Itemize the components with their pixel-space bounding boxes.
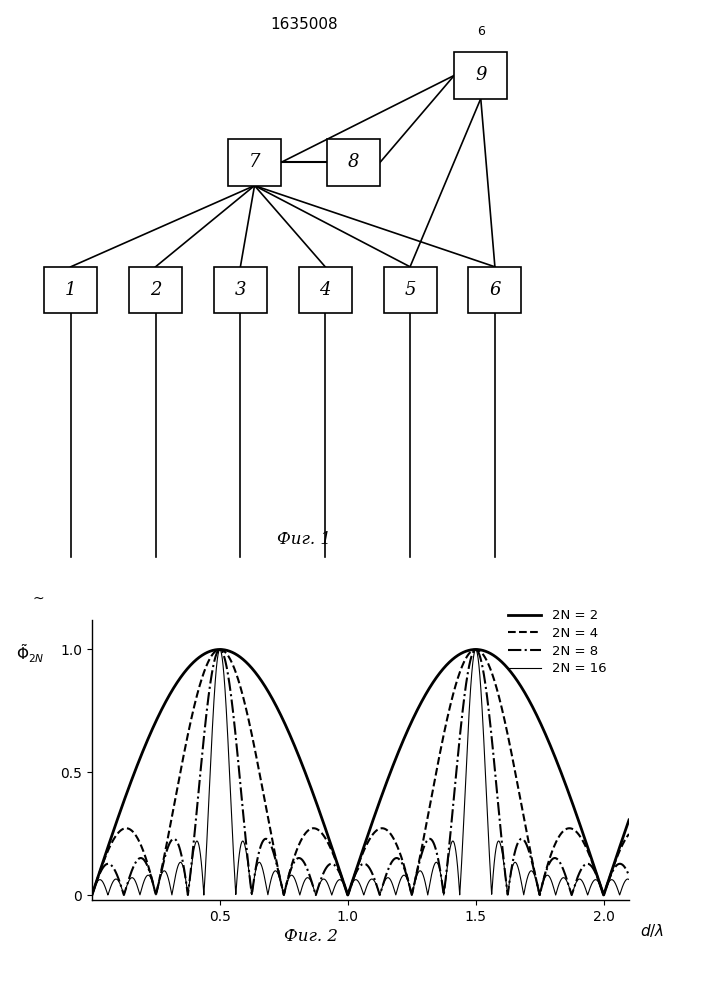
Text: 4: 4 xyxy=(320,281,331,299)
FancyBboxPatch shape xyxy=(327,139,380,186)
Legend: 2N = 2, 2N = 4, 2N = 8, 2N = 16: 2N = 2, 2N = 4, 2N = 8, 2N = 16 xyxy=(503,604,612,681)
Text: 9: 9 xyxy=(475,66,486,84)
Text: 5: 5 xyxy=(404,281,416,299)
FancyBboxPatch shape xyxy=(384,267,436,313)
FancyBboxPatch shape xyxy=(468,267,521,313)
FancyBboxPatch shape xyxy=(44,267,98,313)
Text: 3: 3 xyxy=(235,281,246,299)
Text: Фиг. 2: Фиг. 2 xyxy=(284,928,338,945)
Text: 7: 7 xyxy=(249,153,260,171)
Text: 1: 1 xyxy=(65,281,76,299)
Text: 6: 6 xyxy=(489,281,501,299)
FancyBboxPatch shape xyxy=(214,267,267,313)
Text: 6: 6 xyxy=(477,25,485,38)
Text: Фиг. 1: Фиг. 1 xyxy=(277,531,331,548)
FancyBboxPatch shape xyxy=(228,139,281,186)
Text: ~: ~ xyxy=(33,592,44,606)
FancyBboxPatch shape xyxy=(299,267,352,313)
Text: $d/\lambda$: $d/\lambda$ xyxy=(640,922,665,939)
Text: 8: 8 xyxy=(348,153,359,171)
Text: 2: 2 xyxy=(150,281,161,299)
FancyBboxPatch shape xyxy=(129,267,182,313)
FancyBboxPatch shape xyxy=(455,52,508,99)
Text: 1635008: 1635008 xyxy=(270,17,338,32)
Text: $\tilde{\Phi}_{2N}$: $\tilde{\Phi}_{2N}$ xyxy=(16,642,45,665)
